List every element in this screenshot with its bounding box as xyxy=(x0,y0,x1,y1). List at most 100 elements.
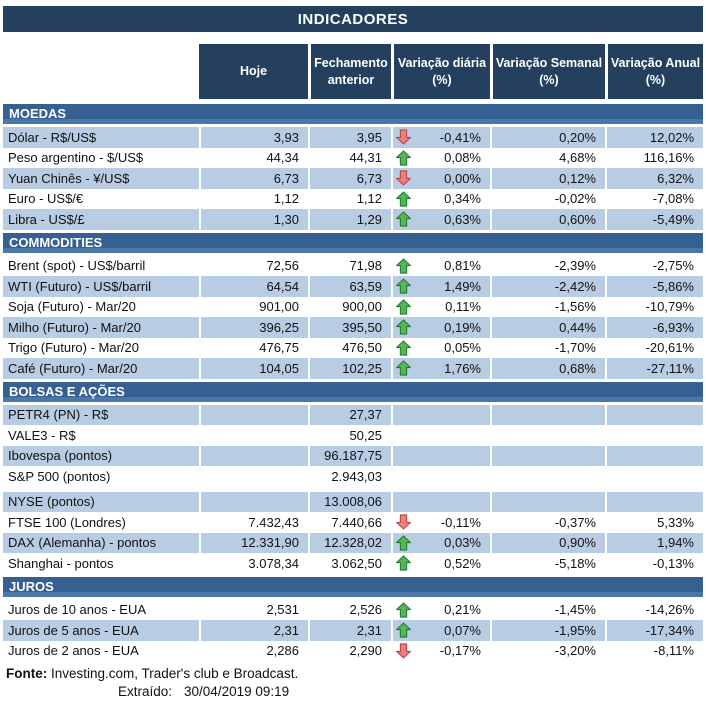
source-text: Investing.com, Trader's club e Broadcast… xyxy=(47,666,299,681)
variacao-diaria-value: 0,03% xyxy=(444,535,481,551)
arrow-down-icon xyxy=(396,514,411,530)
cell-fechamento-anterior: 395,50 xyxy=(308,317,391,338)
cell-variacao-anual: -14,26% xyxy=(605,599,703,620)
section-header-moedas: MOEDAS xyxy=(3,104,703,124)
row-label: Juros de 10 anos - EUA xyxy=(8,602,147,618)
section-header-commodities: COMMODITIES xyxy=(3,232,703,253)
variacao-diaria-value: 0,08% xyxy=(444,150,481,166)
row-label: Soja (Futuro) - Mar/20 xyxy=(8,299,136,315)
arrow-up-icon xyxy=(396,150,411,166)
cell-fechamento-anterior: 3.062,50 xyxy=(308,553,391,574)
row-label: Brent (spot) - US$/barril xyxy=(8,258,146,274)
variacao-diaria-value: 0,00% xyxy=(444,170,481,186)
source-label: Fonte: xyxy=(6,666,48,681)
column-header-fechamento-anterior: Fechamento anterior xyxy=(308,44,391,99)
cell-variacao-semanal xyxy=(490,404,605,425)
table-row-soja-futuro-mar-20: Soja (Futuro) - Mar/20 901,00 900,00 0,11% -… xyxy=(3,296,703,317)
cell-hoje: 12.331,90 xyxy=(199,532,308,553)
cell-variacao-semanal: 0,68% xyxy=(490,358,605,379)
source-note: Fonte: Investing.com, Trader's club e Br… xyxy=(6,665,703,683)
cell-fechamento-anterior: 50,25 xyxy=(308,425,391,446)
cell-hoje: 72,56 xyxy=(199,255,308,276)
table-row-peso-argentino-us: Peso argentino - $/US$ 44,34 44,31 0,08% 4,6… xyxy=(3,147,703,168)
table-row-dax-alemanha-pontos: DAX (Alemanha) - pontos 12.331,90 12.328,0… xyxy=(3,532,703,553)
arrow-up-icon xyxy=(396,258,411,274)
cell-variacao-diaria: -0,17% xyxy=(391,640,490,661)
cell-variacao-semanal xyxy=(490,445,605,466)
cell-hoje: 44,34 xyxy=(199,147,308,168)
cell-hoje: 104,05 xyxy=(199,358,308,379)
cell-variacao-diaria: -0,41% xyxy=(391,127,490,148)
cell-variacao-diaria xyxy=(391,491,490,512)
row-label: Milho (Futuro) - Mar/20 xyxy=(3,317,199,338)
variacao-diaria-value: 0,19% xyxy=(444,319,481,335)
cell-variacao-diaria: 0,19% xyxy=(391,317,490,338)
table-row-wti-futuro-us-barril: WTI (Futuro) - US$/barril 64,54 63,59 1,49%… xyxy=(3,276,703,297)
cell-fechamento-anterior: 3,95 xyxy=(308,127,391,148)
table-row-yuan-chin-s-us: Yuan Chinês - ¥/US$ 6,73 6,73 0,00% 0,12% 6,3… xyxy=(3,168,703,189)
cell-variacao-semanal: 4,68% xyxy=(490,147,605,168)
cell-variacao-diaria: -0,11% xyxy=(391,512,490,533)
variacao-diaria-value: -0,17% xyxy=(439,643,481,659)
cell-variacao-semanal: 0,60% xyxy=(490,209,605,230)
variacao-diaria-value: -0,11% xyxy=(440,514,481,530)
cell-variacao-semanal: -5,18% xyxy=(490,553,605,574)
cell-variacao-semanal: -1,70% xyxy=(490,337,605,358)
cell-variacao-anual: -5,49% xyxy=(605,209,703,230)
arrow-up-icon xyxy=(396,340,411,356)
row-label: Trigo (Futuro) - Mar/20 xyxy=(8,340,139,356)
cell-fechamento-anterior: 1,12 xyxy=(308,188,391,209)
table-row-ibovespa-pontos: Ibovespa (pontos) 96.187,75 xyxy=(3,445,703,466)
cell-variacao-semanal: -2,39% xyxy=(490,255,605,276)
row-label: VALE3 - R$ xyxy=(8,427,76,443)
extraction-label: Extraído: xyxy=(118,684,173,700)
row-label: Peso argentino - $/US$ xyxy=(8,150,144,166)
arrow-up-icon xyxy=(396,278,411,294)
table-row-caf-futuro-mar-20: Café (Futuro) - Mar/20 104,05 102,25 1,76% 0… xyxy=(3,358,703,379)
cell-variacao-semanal: -0,02% xyxy=(490,188,605,209)
cell-fechamento-anterior: 13.008,06 xyxy=(308,491,391,512)
footer: Fonte: Investing.com, Trader's club e Br… xyxy=(3,665,703,701)
cell-variacao-diaria: 1,76% xyxy=(391,358,490,379)
cell-hoje: 2,286 xyxy=(199,640,308,661)
cell-fechamento-anterior: 2,31 xyxy=(308,620,391,641)
cell-variacao-anual: -7,08% xyxy=(605,188,703,209)
row-label: WTI (Futuro) - US$/barril xyxy=(3,276,199,297)
extraction-timestamp: 30/04/2019 09:19 xyxy=(184,684,290,700)
cell-fechamento-anterior: 2,526 xyxy=(308,599,391,620)
cell-hoje: 2,531 xyxy=(199,599,308,620)
cell-fechamento-anterior: 96.187,75 xyxy=(308,445,391,466)
cell-variacao-anual: -20,61% xyxy=(605,337,703,358)
cell-variacao-anual: 1,94% xyxy=(605,532,703,553)
cell-variacao-diaria: 0,81% xyxy=(391,255,490,276)
cell-fechamento-anterior: 2.943,03 xyxy=(308,466,391,487)
cell-fechamento-anterior: 6,73 xyxy=(308,168,391,189)
section-rows-moedas: Dólar - R$/US$ 3,93 3,95 -0,41% 0,20% 12,02% P… xyxy=(3,127,703,230)
cell-variacao-diaria: 0,63% xyxy=(391,209,490,230)
cell-fechamento-anterior: 12.328,02 xyxy=(308,532,391,553)
variacao-diaria-value: 1,76% xyxy=(444,360,481,376)
cell-variacao-diaria: 0,34% xyxy=(391,188,490,209)
table-row-juros-de-2-anos-eua: Juros de 2 anos - EUA 2,286 2,290 -0,17% -3,… xyxy=(3,640,703,661)
row-label: NYSE (pontos) xyxy=(3,491,199,512)
cell-variacao-anual xyxy=(605,404,703,425)
column-header-variacao-diaria: Variação diária (%) xyxy=(391,44,490,99)
table-row-s-p-500-pontos: S&P 500 (pontos) 2.943,03 xyxy=(3,466,703,487)
cell-variacao-anual: -5,86% xyxy=(605,276,703,297)
table-row-ftse-100-londres: FTSE 100 (Londres) 7.432,43 7.440,66 -0,11%… xyxy=(3,512,703,533)
variacao-diaria-value: 0,05% xyxy=(444,340,481,356)
cell-variacao-anual: -17,34% xyxy=(605,620,703,641)
variacao-diaria-value: 0,63% xyxy=(444,211,481,227)
cell-hoje: 1,30 xyxy=(199,209,308,230)
variacao-diaria-value: 1,49% xyxy=(444,278,481,294)
arrow-up-icon xyxy=(396,299,411,315)
arrow-up-icon xyxy=(396,360,411,376)
cell-hoje xyxy=(199,404,308,425)
cell-hoje xyxy=(199,491,308,512)
cell-variacao-semanal: 0,12% xyxy=(490,168,605,189)
section-rows-commodities: Brent (spot) - US$/barril 72,56 71,98 0,81%… xyxy=(3,255,703,379)
cell-hoje: 2,31 xyxy=(199,620,308,641)
table-row-vale3-r: VALE3 - R$ 50,25 xyxy=(3,425,703,446)
cell-variacao-anual: -0,13% xyxy=(605,553,703,574)
table-row-brent-spot-us-barril: Brent (spot) - US$/barril 72,56 71,98 0,81%… xyxy=(3,255,703,276)
